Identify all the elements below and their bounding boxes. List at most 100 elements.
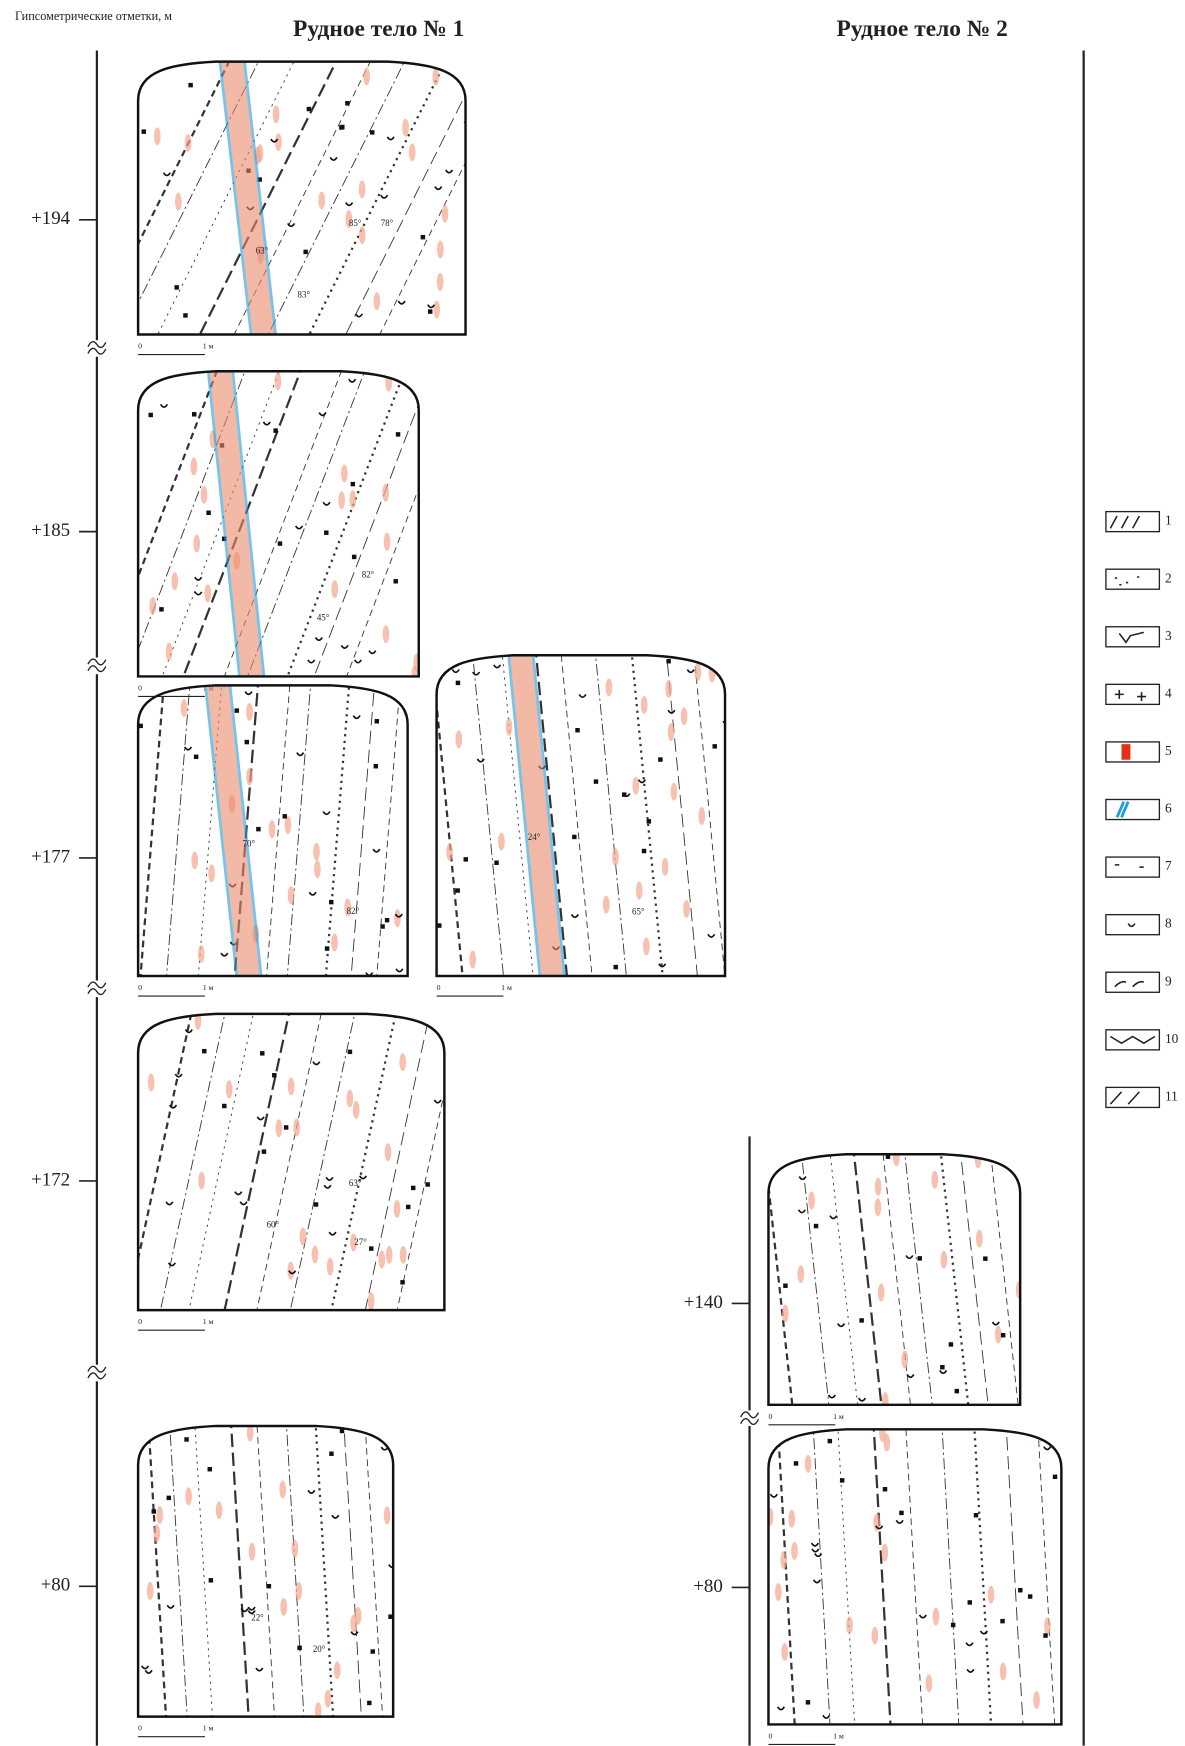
stratum-line: [989, 1154, 1020, 1405]
legend-box: [1105, 1029, 1161, 1051]
stratum-line: [1036, 1429, 1056, 1725]
ore-vein: [206, 371, 266, 677]
stratum-line: [186, 1013, 257, 1311]
arc-symbol: [247, 1610, 256, 1615]
dip-label: 83°: [298, 290, 311, 300]
arc-symbol: [167, 1262, 176, 1267]
dot-symbol: [899, 1510, 904, 1516]
frame-content: [138, 371, 419, 677]
arc-symbol: [184, 1029, 193, 1034]
arc-symbol: [965, 1642, 974, 1647]
frame-content: [768, 1429, 1058, 1725]
arc-symbol: [168, 1104, 178, 1109]
stratum-line: [282, 371, 410, 677]
stratum-line: [327, 1013, 400, 1311]
mineral-blob: [358, 180, 366, 199]
arc-symbol: [406, 378, 415, 383]
arc-symbol: [350, 1631, 359, 1636]
mineral-blob: [931, 1170, 939, 1189]
stratum-line: [229, 1425, 251, 1717]
mineral-blob: [976, 1229, 983, 1248]
legend-box: [1105, 1086, 1161, 1109]
stratum-line: [851, 1154, 884, 1405]
dot-symbol: [374, 719, 380, 724]
mineral-blob: [694, 663, 702, 682]
stratum-line: [221, 1013, 293, 1311]
mineral-blob: [350, 1233, 357, 1252]
mineral-blob: [185, 1487, 192, 1506]
scale-unit: 1 м: [501, 983, 512, 992]
mineral-blob: [994, 1325, 1002, 1344]
dot-symbol: [261, 1149, 267, 1154]
arc-symbol: [837, 1323, 846, 1328]
dot-symbol: [575, 727, 580, 733]
stratum-line: [285, 1425, 306, 1717]
arc-symbol: [325, 1176, 334, 1181]
arc-symbol: [776, 1706, 786, 1711]
dot-symbol: [159, 607, 164, 612]
arc-symbol: [308, 891, 317, 896]
dot-symbol: [166, 1495, 172, 1501]
mineral-blob: [225, 1080, 233, 1099]
arc-symbol: [240, 1608, 249, 1613]
arc-symbol: [287, 222, 296, 228]
dot-symbol: [400, 1280, 405, 1285]
mineral-blob: [932, 1607, 940, 1626]
dip-label: 20°: [313, 1644, 326, 1654]
scale-zero: 0: [138, 1724, 142, 1733]
mineral-blob: [190, 457, 198, 476]
arc-symbol: [905, 1255, 914, 1260]
dot-symbol: [954, 1388, 960, 1394]
dip-label: 82°: [347, 906, 360, 916]
arc-symbol: [256, 1116, 265, 1121]
dot-symbol: [882, 1487, 888, 1492]
dip-label: 82°: [362, 569, 375, 579]
dot-symbol: [593, 779, 599, 784]
mineral-blob: [602, 895, 610, 914]
dot-symbol: [257, 177, 262, 182]
mineral-blob: [432, 67, 440, 86]
mineral-blob: [874, 1198, 882, 1217]
mineral-blob: [180, 699, 188, 717]
stratum-line: [903, 1154, 934, 1405]
stratum-line: [938, 1154, 971, 1405]
dot-symbol: [373, 763, 379, 769]
stratum-line: [287, 1013, 358, 1311]
arc-symbol: [493, 664, 502, 669]
arc-symbol: [857, 1397, 867, 1402]
mineral-blob: [246, 702, 253, 721]
arc-symbol: [811, 1548, 820, 1553]
stratum-line: [138, 371, 223, 677]
dot-symbol: [297, 1645, 302, 1651]
frame-content: [138, 685, 408, 977]
legend-item: [1105, 971, 1161, 993]
legend-label: 11: [1165, 1088, 1178, 1103]
mineral-blob: [1044, 1617, 1051, 1636]
arc-symbol: [686, 669, 695, 674]
dip-label: 70°: [243, 838, 256, 848]
mineral-blob: [605, 678, 613, 697]
arc-symbol: [184, 746, 193, 751]
mineral-blob: [338, 491, 345, 510]
dip-label: 27°: [354, 1237, 367, 1247]
arc-symbol: [328, 1231, 337, 1236]
arc-symbol: [270, 138, 279, 143]
dot-symbol: [234, 708, 239, 713]
arc-symbol: [578, 693, 587, 698]
dot-symbol: [273, 428, 278, 433]
mineral-blob: [331, 580, 339, 599]
arc-symbol: [159, 403, 169, 408]
stratum-line: [193, 1425, 214, 1717]
dot-symbol: [272, 1073, 277, 1078]
arc-symbol: [353, 659, 362, 664]
mineral-blob: [198, 1171, 205, 1190]
mineral-blob: [149, 597, 157, 615]
dot-symbol: [206, 510, 211, 515]
scale-unit: 1 м: [833, 1412, 844, 1421]
legend-box: [1105, 798, 1161, 821]
mineral-blob: [363, 67, 371, 86]
arc-symbol: [307, 659, 316, 664]
legend-box: [1105, 626, 1161, 648]
mineral-blob: [437, 240, 444, 259]
legend-symbol: [1127, 923, 1136, 928]
